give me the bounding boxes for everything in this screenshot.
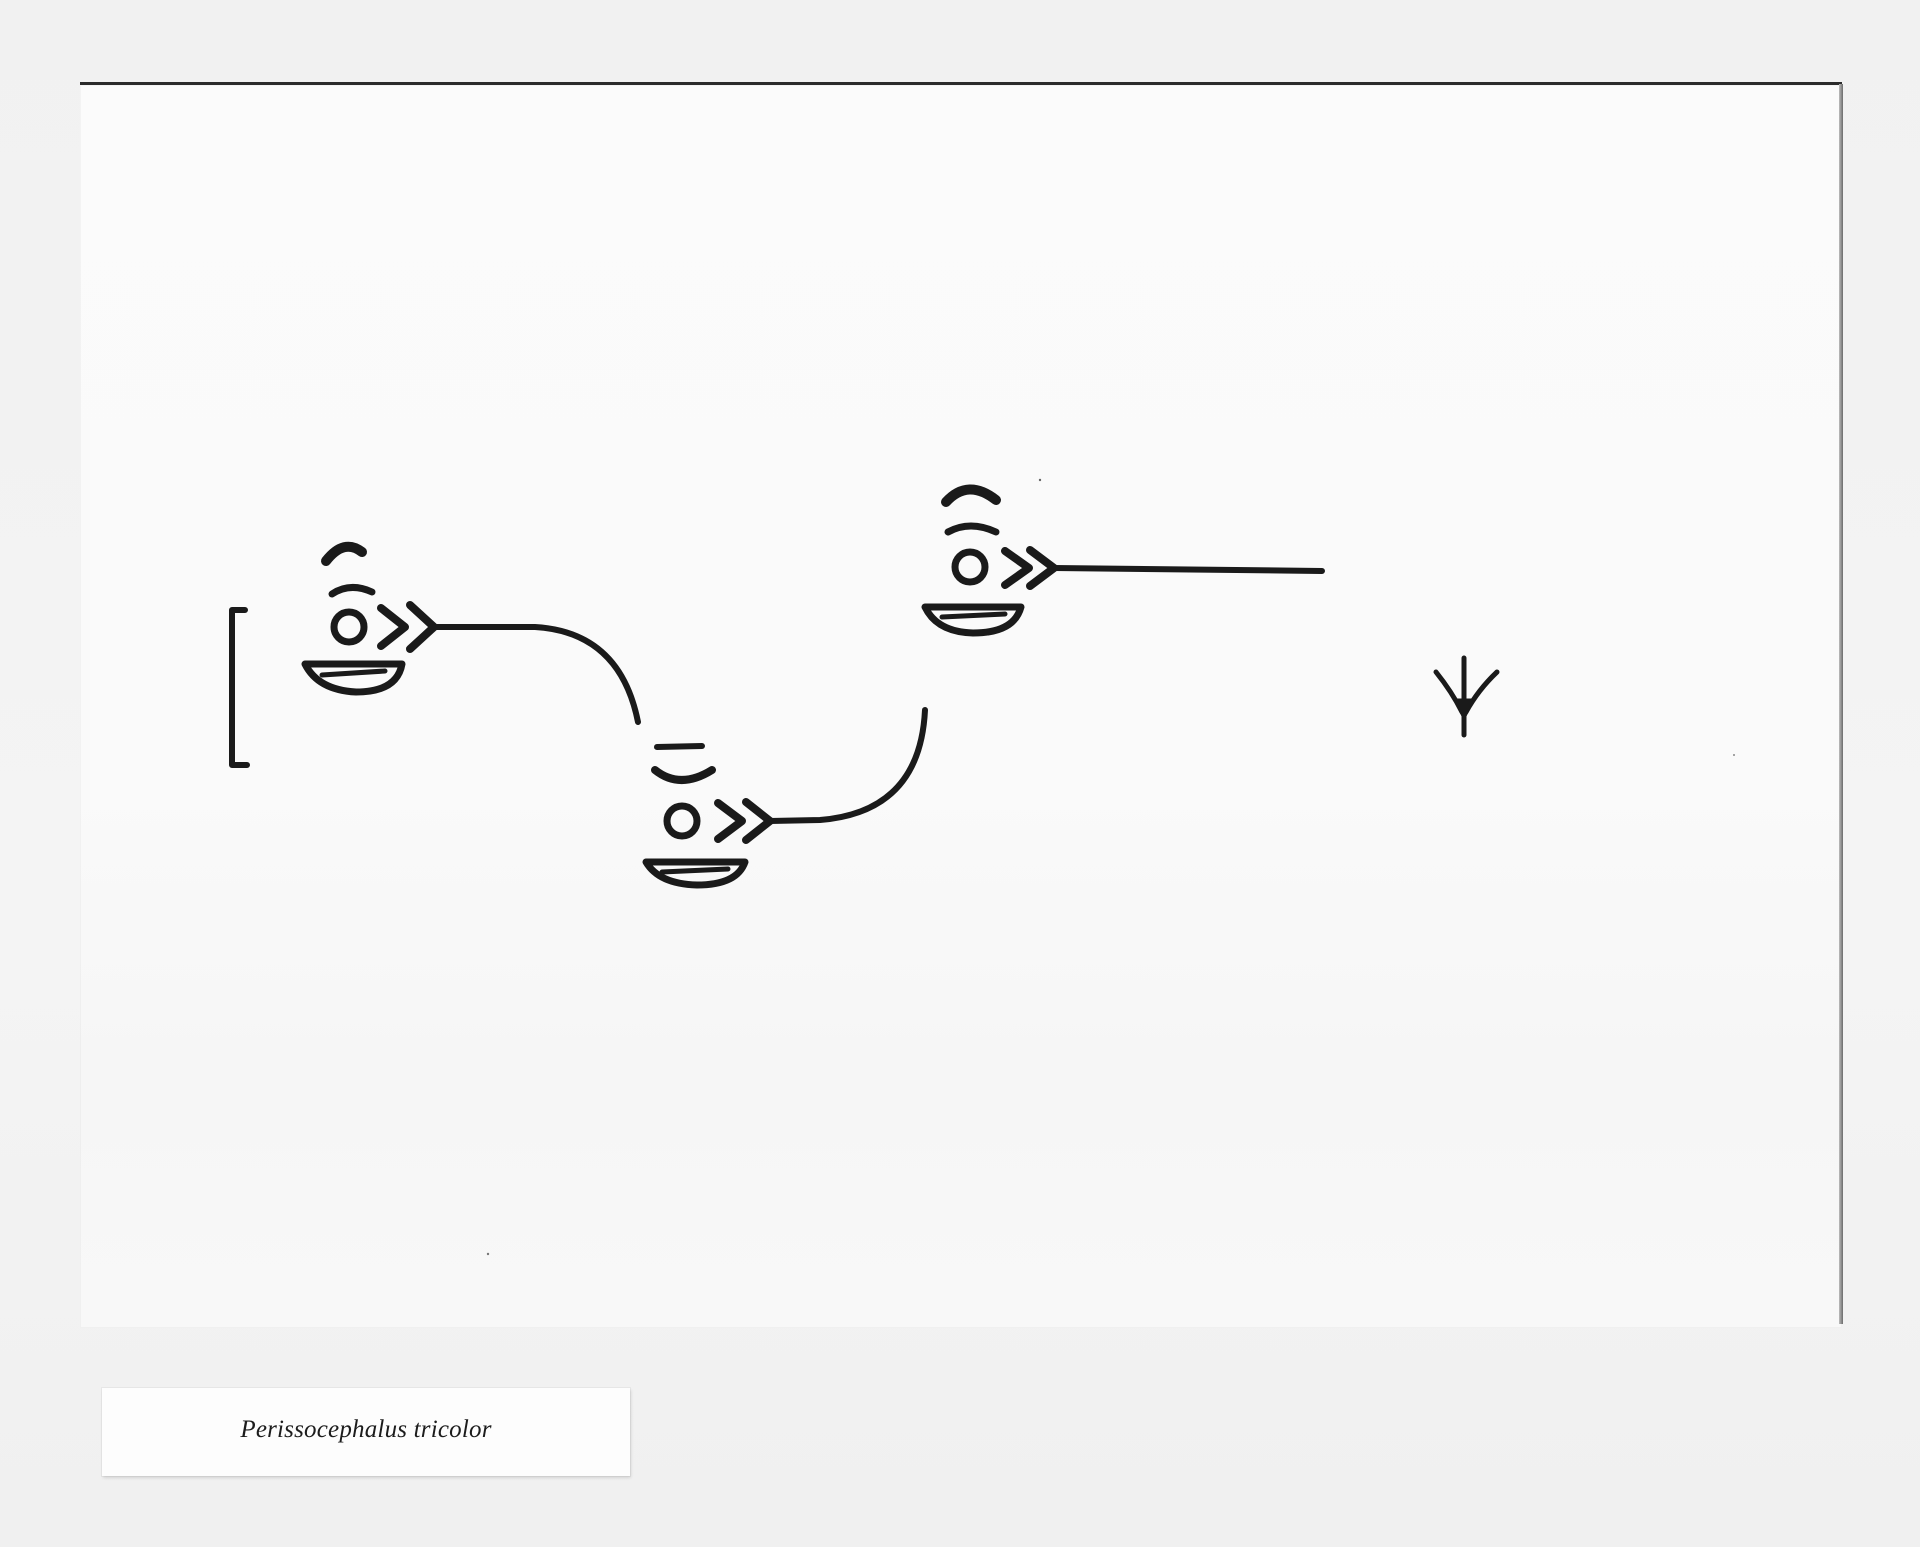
mounted-print-board bbox=[80, 82, 1842, 1328]
board-right-edge bbox=[1839, 84, 1843, 1324]
caption-label-card: Perissocephalus tricolor bbox=[102, 1388, 630, 1476]
species-label: Perissocephalus tricolor bbox=[240, 1416, 492, 1443]
